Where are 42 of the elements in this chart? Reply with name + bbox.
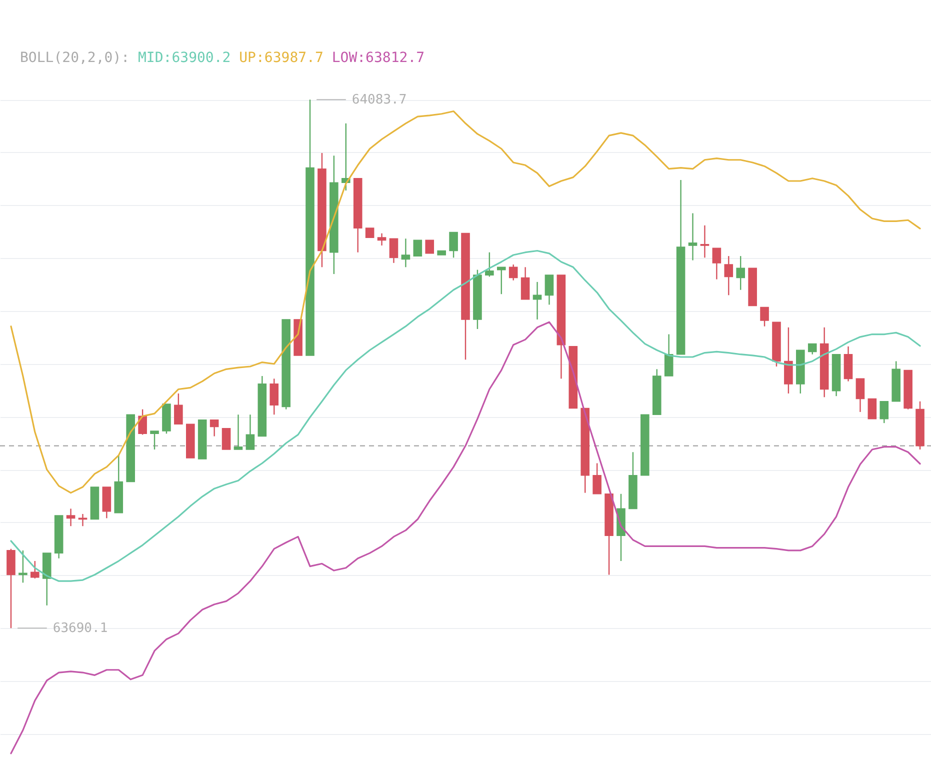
candlestick [784,326,793,394]
candlestick [210,419,219,437]
candlestick [688,212,698,261]
candlestick [880,400,889,424]
text: UP:63987.7 [239,50,324,66]
candlestick [449,232,458,258]
candlestick [496,266,506,295]
candlestick [413,240,422,256]
candlestick [425,240,434,254]
candlestick [712,248,722,280]
candlestick [389,238,398,264]
candlestick [150,430,159,450]
candlestick [856,378,865,413]
candlestick [508,264,518,281]
text: LOW:63812.7 [332,50,425,66]
candlestick [664,334,674,377]
legend-title: BOLL(20,2,0): [20,50,130,66]
candlestick [270,378,279,416]
candlestick [401,238,410,268]
candlestick [174,392,183,425]
candlestick [592,462,602,494]
candlestick [365,228,374,238]
candlestick [808,343,817,355]
candlestick [700,224,710,258]
candlestick [532,281,542,320]
candlestick [234,414,243,450]
candlestick [66,508,76,527]
candlestick [736,255,746,290]
candlestick [760,306,769,327]
candlestick [724,255,734,296]
candlestick [138,408,147,436]
candlestick [520,266,530,300]
text: MID:63900.2 [138,50,231,66]
candlestick [30,560,40,580]
candlestick [377,232,386,246]
candlestick [485,252,494,278]
annotation: 64083.7 [352,92,407,108]
candlestick [222,428,231,450]
candlestick [246,414,255,450]
candlestick [544,274,554,306]
candlestick [868,398,877,420]
annotation: 63690.1 [52,621,108,636]
